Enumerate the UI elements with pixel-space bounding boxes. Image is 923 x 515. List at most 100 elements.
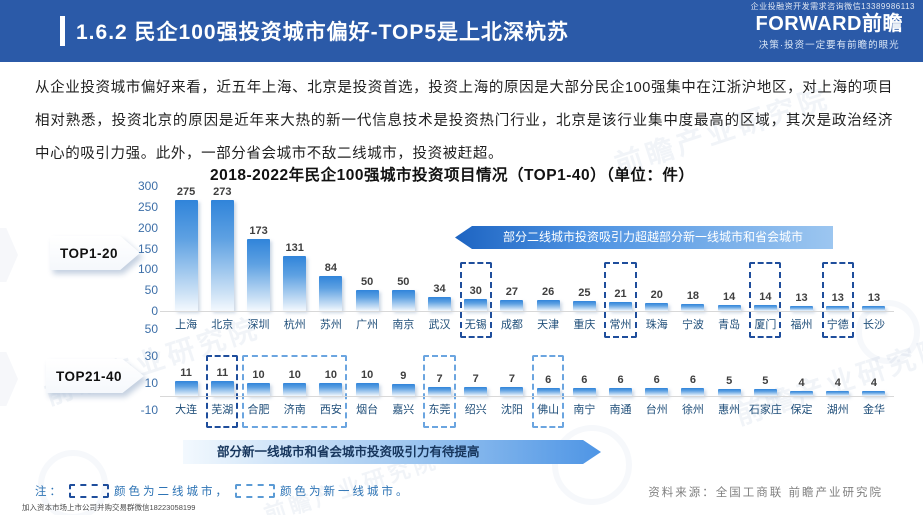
bar-value-label: 18: [686, 289, 700, 302]
y-axis-tick-label: 150: [137, 241, 158, 256]
bar-value-label: 5: [726, 375, 733, 388]
bar-column: 10 烟台: [349, 328, 385, 416]
badge-top21-40-label: TOP21-40: [46, 359, 145, 393]
bar-column: 5 惠州: [711, 328, 747, 416]
x-axis-city-label: 东莞: [428, 404, 451, 416]
bar: [319, 276, 343, 311]
badge-top21-40: TOP21-40: [46, 359, 145, 393]
bar-column: 6 南宁: [566, 328, 602, 416]
bar-value-label: 7: [472, 372, 479, 385]
x-axis-city-label: 烟台: [356, 404, 379, 416]
bar-value-label: 131: [285, 242, 304, 255]
legend-new-tier1-label: 颜色为新一线城市。: [280, 486, 411, 498]
bar-column: 84 苏州: [313, 186, 349, 331]
legend-note: 注： 颜色为二线城市， 颜色为新一线城市。: [35, 483, 411, 499]
y-axis-tick-label: 50: [144, 283, 158, 298]
x-axis-city-label: 南京: [392, 319, 415, 331]
x-axis-city-label: 嘉兴: [392, 404, 415, 416]
x-axis-city-label: 福州: [790, 319, 813, 331]
x-axis-city-label: 南通: [609, 404, 632, 416]
bar-column: 6 南通: [602, 328, 638, 416]
bar: [174, 200, 198, 311]
bar-column: 13 长沙: [856, 186, 892, 331]
x-axis-city-label: 北京: [211, 319, 234, 331]
bar-value-label: 4: [870, 376, 878, 389]
bar-value-label: 6: [581, 373, 588, 386]
bar-column: 20 珠海: [639, 186, 675, 331]
x-axis-city-label: 苏州: [319, 319, 342, 331]
bar-column: 34 武汉: [421, 186, 457, 331]
chart-title: 2018-2022年民企100强城市投资项目情况（TOP1-40）（单位：件）: [210, 167, 695, 184]
x-axis-city-label: 广州: [356, 319, 379, 331]
edge-chevron-icon: [0, 352, 18, 406]
bar: [862, 390, 886, 396]
bar: [464, 298, 488, 311]
bar: [283, 382, 307, 396]
bar-column: 4 湖州: [820, 328, 856, 416]
bar-value-label: 13: [795, 291, 808, 304]
bar-column: 10 济南: [277, 328, 313, 416]
legend-note-prefix: 注：: [35, 486, 64, 498]
bar: [464, 386, 488, 396]
bar: [536, 300, 560, 311]
bar: [717, 305, 741, 311]
bar-column: 50 南京: [385, 186, 421, 331]
bar-column: 131 杭州: [277, 186, 313, 331]
x-axis-city-label: 台州: [645, 404, 668, 416]
bar-value-label: 5: [762, 375, 769, 388]
x-axis-city-label: 成都: [500, 319, 523, 331]
bar: [355, 290, 379, 311]
bar-column: 275 上海: [168, 186, 204, 331]
bar-column: 7 绍兴: [458, 328, 494, 416]
bar-value-label: 26: [542, 286, 555, 299]
bar: [500, 386, 524, 396]
header-watermark-text: 企业投融资开发需求咨询微信13389986113: [750, 2, 915, 11]
bar-column: 7 沈阳: [494, 328, 530, 416]
intro-paragraph: 从企业投资城市偏好来看，近五年上海、北京是投资首选，投资上海的原因是大部分民企1…: [35, 80, 893, 162]
bar-column: 27 成都: [494, 186, 530, 331]
y-axis-tick-label: 10: [144, 375, 158, 390]
bar-column: 6 佛山: [530, 328, 566, 416]
logo-wordmark: FORWARD前瞻: [755, 13, 903, 35]
bar-value-label: 4: [834, 376, 841, 389]
bar-value-label: 10: [324, 368, 338, 381]
data-source: 资料来源：全国工商联 前瞻产业研究院: [648, 487, 883, 499]
bar-column: 5 石家庄: [747, 328, 783, 416]
x-axis-city-label: 南宁: [573, 404, 596, 416]
tier2-dashed-swatch-icon: [69, 484, 109, 498]
bar: [753, 305, 777, 311]
bar: [247, 238, 270, 311]
badge-top1-20: TOP1-20: [50, 236, 141, 270]
bar-column: 18 宁波: [675, 186, 711, 331]
bar-value-label: 10: [252, 368, 265, 381]
bar-value-label: 7: [436, 372, 443, 385]
bar-value-label: 6: [545, 373, 552, 386]
bar-value-label: 21: [614, 288, 627, 301]
bar-value-label: 7: [508, 372, 515, 385]
x-axis-city-label: 常州: [609, 319, 632, 331]
edge-chevron-icon: [0, 228, 18, 282]
bar-value-label: 273: [213, 186, 232, 198]
bar: [826, 305, 850, 311]
bar-column: 7 东莞: [421, 328, 457, 416]
bar-column: 11 芜湖: [204, 328, 240, 416]
x-axis-city-label: 合肥: [247, 404, 270, 416]
bar-value-label: 173: [249, 224, 268, 237]
x-axis-city-label: 徐州: [681, 404, 704, 416]
bar-column: 273 北京: [204, 186, 240, 331]
bar-value-label: 11: [216, 367, 229, 380]
bar: [355, 382, 379, 396]
bar: [500, 299, 524, 311]
bar-value-label: 4: [798, 376, 805, 389]
y-axis-tick-label: 30: [144, 348, 158, 363]
bar-column: 9 嘉兴: [385, 328, 421, 416]
x-axis-city-label: 上海: [175, 319, 198, 331]
y-axis-tick-label: -10: [140, 402, 158, 417]
bar-column: 6 徐州: [675, 328, 711, 416]
x-axis-city-label: 石家庄: [748, 404, 782, 416]
bar: [247, 382, 270, 396]
bar: [826, 390, 850, 396]
bar: [681, 303, 705, 311]
y-axis-tick-label: 300: [137, 179, 158, 193]
x-axis-city-label: 青岛: [718, 319, 741, 331]
